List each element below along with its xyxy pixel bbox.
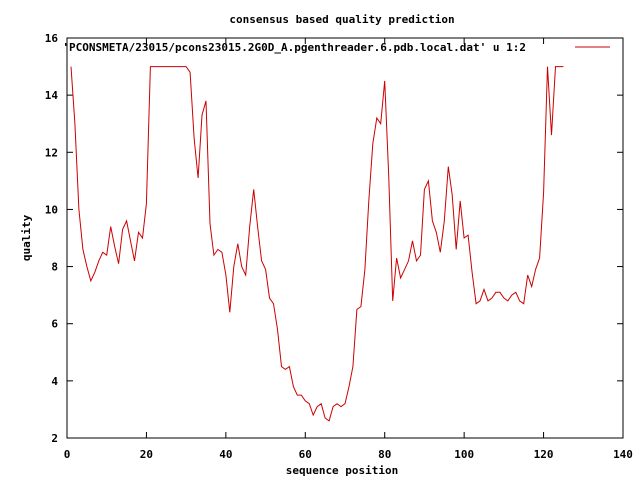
x-tick-label: 80	[378, 448, 391, 461]
legend: 'PCONSMETA/23015/pcons23015.2G0D_A.pgent…	[62, 41, 610, 54]
x-tick-label: 0	[64, 448, 71, 461]
y-tick-label: 12	[45, 146, 58, 159]
series-group	[70, 66, 564, 422]
x-tick-label: 20	[140, 448, 153, 461]
chart-title: consensus based quality prediction	[229, 13, 454, 26]
y-tick-label: 10	[45, 203, 58, 216]
x-tick-label: 60	[299, 448, 312, 461]
y-tick-label: 6	[51, 318, 58, 331]
axis-ticks: 0 20 40 60 80 100 120 140 2 4 6 8 10 12 14 16	[45, 32, 633, 461]
y-axis-label: quality	[20, 214, 33, 261]
series-line	[70, 66, 564, 422]
x-tick-label: 140	[613, 448, 633, 461]
legend-label: 'PCONSMETA/23015/pcons23015.2G0D_A.pgent…	[62, 41, 526, 54]
y-tick-label: 16	[45, 32, 59, 45]
y-tick-label: 4	[51, 375, 58, 388]
y-tick-label: 8	[51, 261, 58, 274]
x-axis-label: sequence position	[286, 464, 399, 477]
x-tick-label: 40	[219, 448, 232, 461]
y-tick-label: 14	[45, 89, 59, 102]
x-tick-label: 120	[534, 448, 554, 461]
y-tick-label: 2	[51, 432, 58, 445]
plot-frame	[66, 37, 624, 439]
x-tick-label: 100	[454, 448, 474, 461]
